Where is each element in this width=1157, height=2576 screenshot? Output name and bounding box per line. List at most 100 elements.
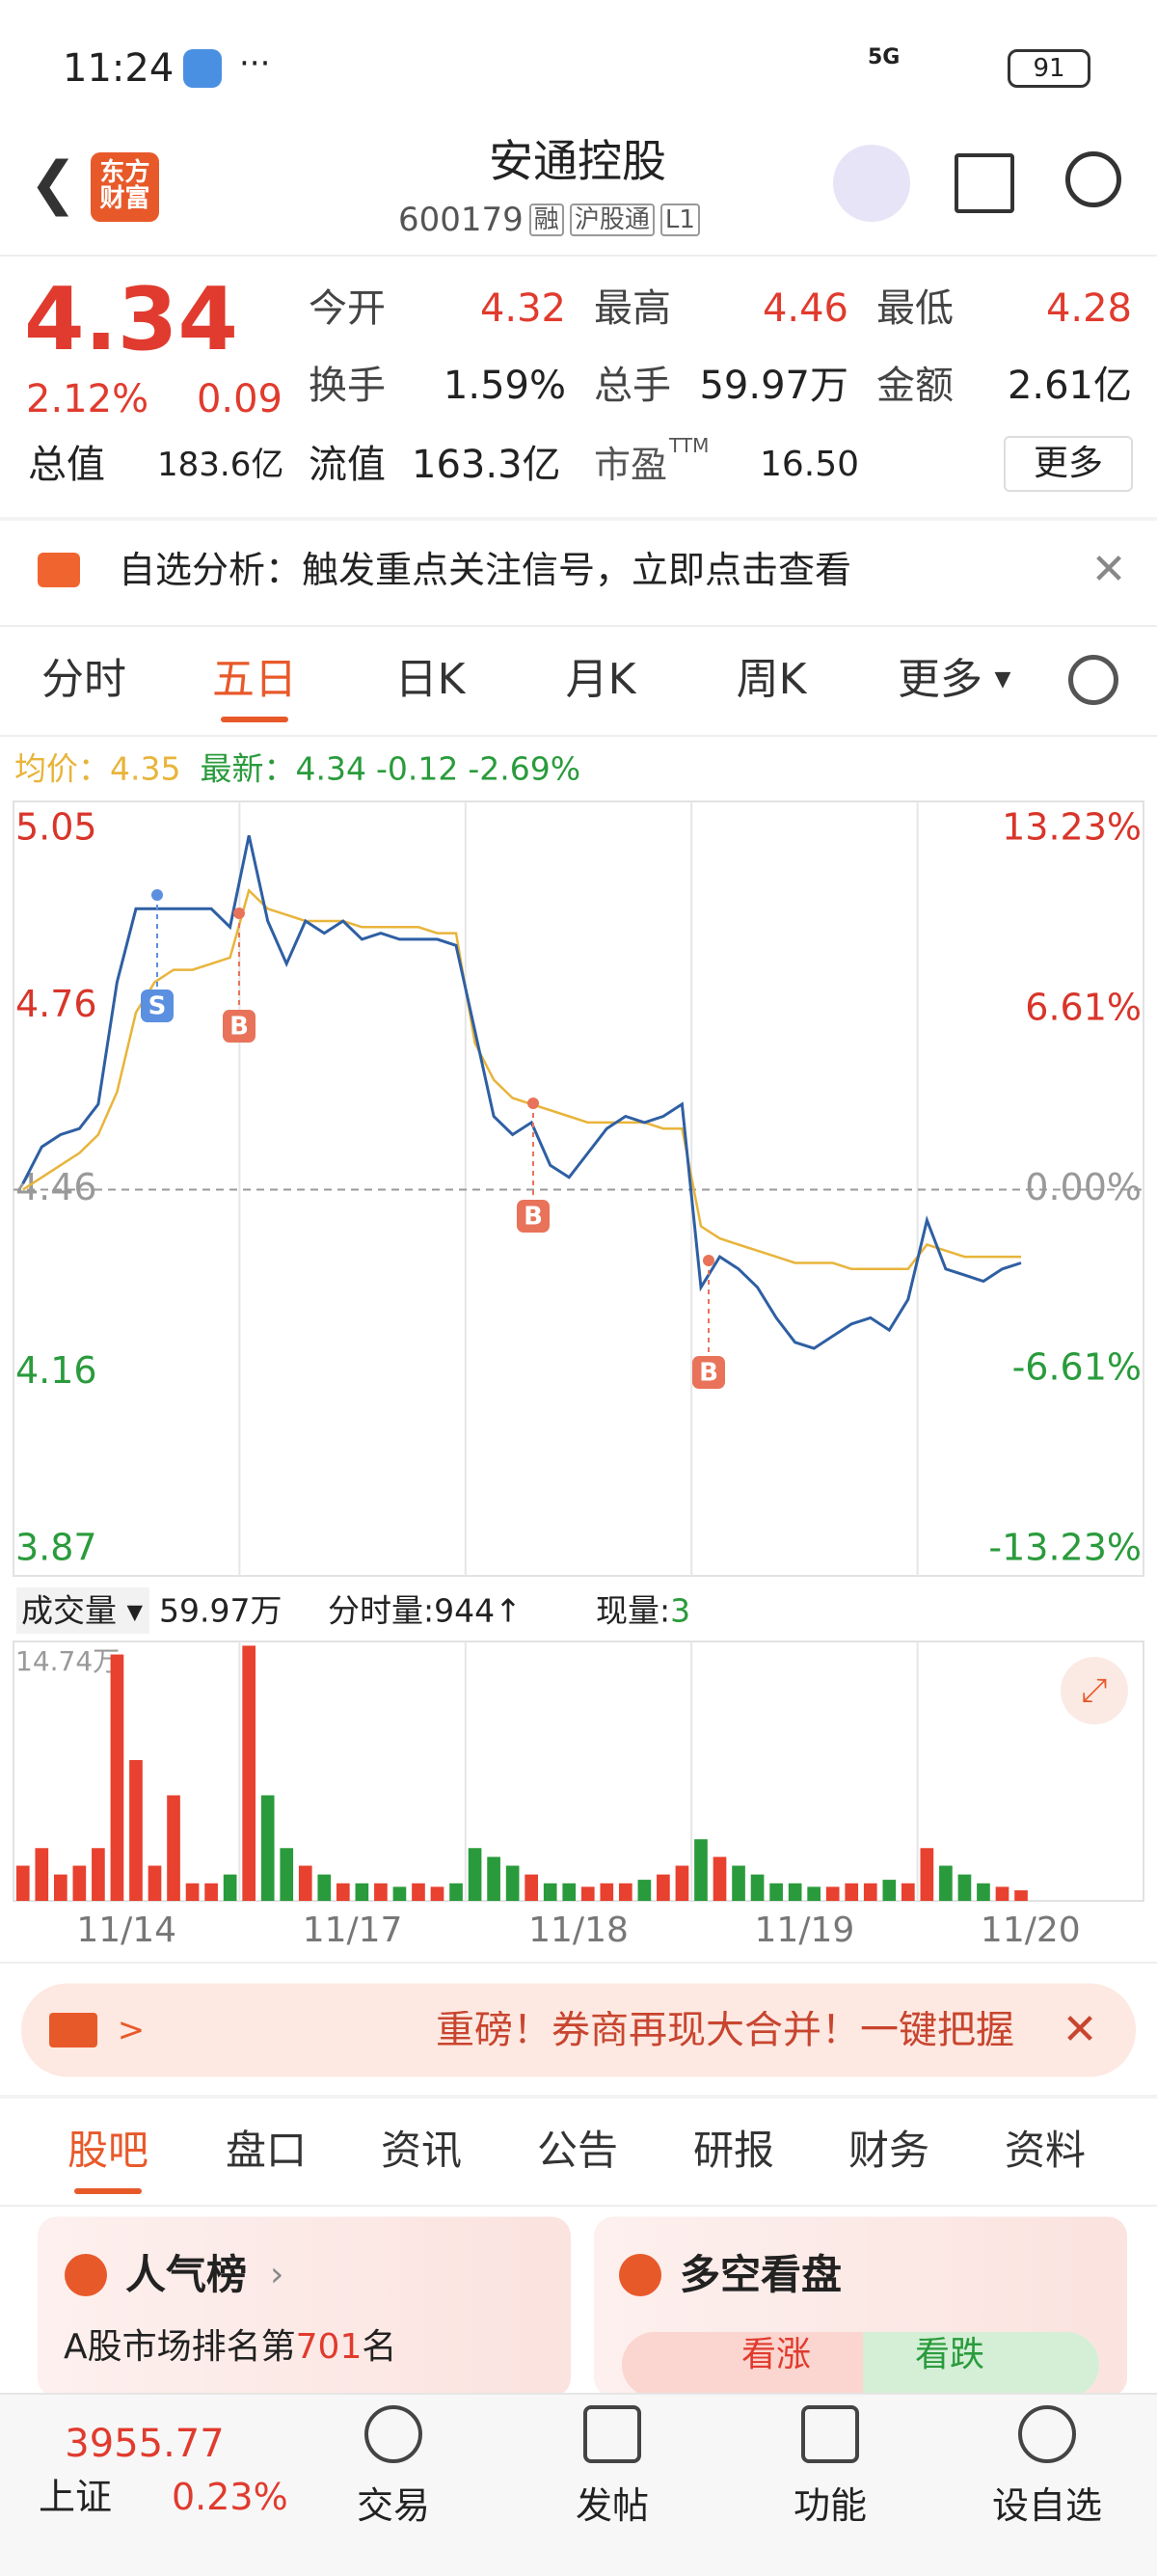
search-icon[interactable] xyxy=(1065,151,1121,207)
down-label: 看跌 xyxy=(914,2335,985,2374)
expand-button[interactable]: ⤢ xyxy=(1061,1657,1128,1724)
volume-bar xyxy=(825,1886,840,1901)
y-tick-label: 4.16 xyxy=(15,1349,97,1392)
x-tick-label: 11/19 xyxy=(755,1911,855,1950)
nav-label[interactable]: 交易 xyxy=(356,2484,431,2527)
nav-label[interactable]: 设自选 xyxy=(991,2484,1103,2527)
stat-value: 4.46 xyxy=(762,286,848,331)
nav-icon[interactable] xyxy=(801,2405,859,2463)
change: 0.09 xyxy=(196,377,283,421)
volume-bar xyxy=(845,1883,859,1901)
ad-close[interactable]: ✕ xyxy=(1062,2005,1098,2054)
volume-bar xyxy=(525,1874,539,1901)
float-value-label: 流值 xyxy=(309,443,386,487)
index-value[interactable]: 3955.77 xyxy=(65,2422,225,2466)
stat-label: 最高 xyxy=(594,286,671,331)
volume-bar xyxy=(901,1883,915,1901)
volume-bar xyxy=(260,1795,275,1901)
ad-banner[interactable] xyxy=(21,1983,1136,2077)
stat-label: 换手 xyxy=(309,364,386,408)
pe-label: 市盈 xyxy=(594,444,668,486)
volume-bar xyxy=(920,1848,934,1901)
y2-tick-label: -6.61% xyxy=(1012,1346,1142,1389)
tab[interactable]: 更多 xyxy=(898,655,982,704)
rank-suffix: 名 xyxy=(362,2327,397,2367)
trade-badge xyxy=(223,1010,256,1043)
logo: 东方财富 xyxy=(91,152,159,222)
back-button[interactable]: ❮ xyxy=(29,149,78,217)
tab[interactable]: 日K xyxy=(394,655,466,704)
y2-tick-label: 0.00% xyxy=(1025,1166,1142,1208)
volume-bar xyxy=(110,1654,124,1901)
status-time: 11:24 xyxy=(63,46,175,91)
y2-tick-label: 6.61% xyxy=(1025,986,1142,1028)
avg-value: 4.35 xyxy=(110,749,181,788)
volume-bar xyxy=(750,1874,765,1901)
stock-subtitle: 600179 融沪股通 L1 xyxy=(398,203,700,236)
volume-bar xyxy=(430,1886,444,1901)
volume-bar xyxy=(72,1865,87,1901)
volume-dropdown[interactable] xyxy=(16,1587,149,1634)
volume-bar xyxy=(939,1865,953,1901)
share-icon[interactable] xyxy=(955,153,1014,213)
tab[interactable]: 周K xyxy=(736,655,807,704)
y-tick-label: 3.87 xyxy=(15,1527,97,1569)
trade-dot xyxy=(233,908,245,919)
tick-volume-label: 分时量: xyxy=(328,1591,435,1630)
volume-bar xyxy=(298,1865,312,1901)
ad-text[interactable]: 重磅！券商再现大合并！一键把握 xyxy=(436,2011,1014,2049)
tick-volume: 分时量:944↑ xyxy=(328,1595,522,1627)
trade-dot xyxy=(703,1255,714,1266)
stat-value: 4.32 xyxy=(479,286,566,331)
speaker-icon xyxy=(38,553,80,587)
bottom-nav xyxy=(0,2393,1157,2576)
up-label: 看涨 xyxy=(740,2335,812,2374)
popularity-card[interactable] xyxy=(38,2216,571,2398)
tab[interactable]: 五日 xyxy=(212,655,297,704)
close-notice[interactable]: ✕ xyxy=(1090,545,1127,594)
divider xyxy=(0,735,1157,737)
now-volume-value: 3 xyxy=(670,1591,691,1630)
tab[interactable]: 月K xyxy=(565,655,636,704)
last-value: 4.34 xyxy=(295,749,366,788)
volume-bar xyxy=(600,1883,614,1901)
section-tab[interactable]: 资料 xyxy=(1004,2127,1087,2174)
section-tab[interactable]: 公告 xyxy=(536,2127,619,2174)
section-tab[interactable]: 资讯 xyxy=(380,2127,463,2174)
divider xyxy=(0,255,1157,257)
down-pill[interactable] xyxy=(863,2332,1099,2398)
avg-label-text: 均价： xyxy=(14,749,110,788)
robot-icon[interactable] xyxy=(833,145,910,222)
volume-bar xyxy=(374,1883,388,1901)
section-tab[interactable]: 研报 xyxy=(692,2127,775,2174)
nav-label[interactable]: 功能 xyxy=(793,2484,868,2527)
volume-label[interactable]: 成交量 ▾ xyxy=(21,1591,144,1630)
nav-icon[interactable] xyxy=(364,2405,422,2463)
y2-tick-label: 13.23% xyxy=(1002,806,1142,849)
change-pct: 2.12% xyxy=(26,377,149,421)
stat-value: 1.59% xyxy=(443,364,566,408)
up-pill[interactable] xyxy=(622,2332,863,2398)
volume-bar xyxy=(863,1883,877,1901)
section-tab[interactable]: 盘口 xyxy=(225,2127,308,2174)
volume-bar xyxy=(53,1874,67,1901)
volume-bar xyxy=(223,1874,237,1901)
nav-icon[interactable] xyxy=(1018,2405,1076,2463)
volume-bar xyxy=(977,1883,990,1901)
volume-label-text: 成交量 xyxy=(21,1591,117,1630)
popularity-title: 人气榜 xyxy=(125,2251,248,2298)
volume-bar xyxy=(769,1883,783,1901)
notice[interactable]: 自选分析：触发重点关注信号，立即点击查看 xyxy=(119,549,852,591)
more-button[interactable]: 更多 xyxy=(1004,436,1133,492)
section-tab[interactable]: 财务 xyxy=(848,2127,930,2174)
nav-icon[interactable] xyxy=(583,2405,641,2463)
section-tab[interactable]: 股吧 xyxy=(67,2127,149,2174)
nav-label[interactable]: 发帖 xyxy=(575,2484,650,2527)
popularity-arrow: › xyxy=(270,2255,284,2294)
popularity-icon xyxy=(65,2254,107,2296)
rank-prefix: A股市场排名第 xyxy=(64,2327,296,2367)
now-volume: 现量:3 xyxy=(596,1595,690,1627)
settings-icon[interactable] xyxy=(1068,655,1118,705)
tab[interactable]: 分时 xyxy=(41,655,126,704)
